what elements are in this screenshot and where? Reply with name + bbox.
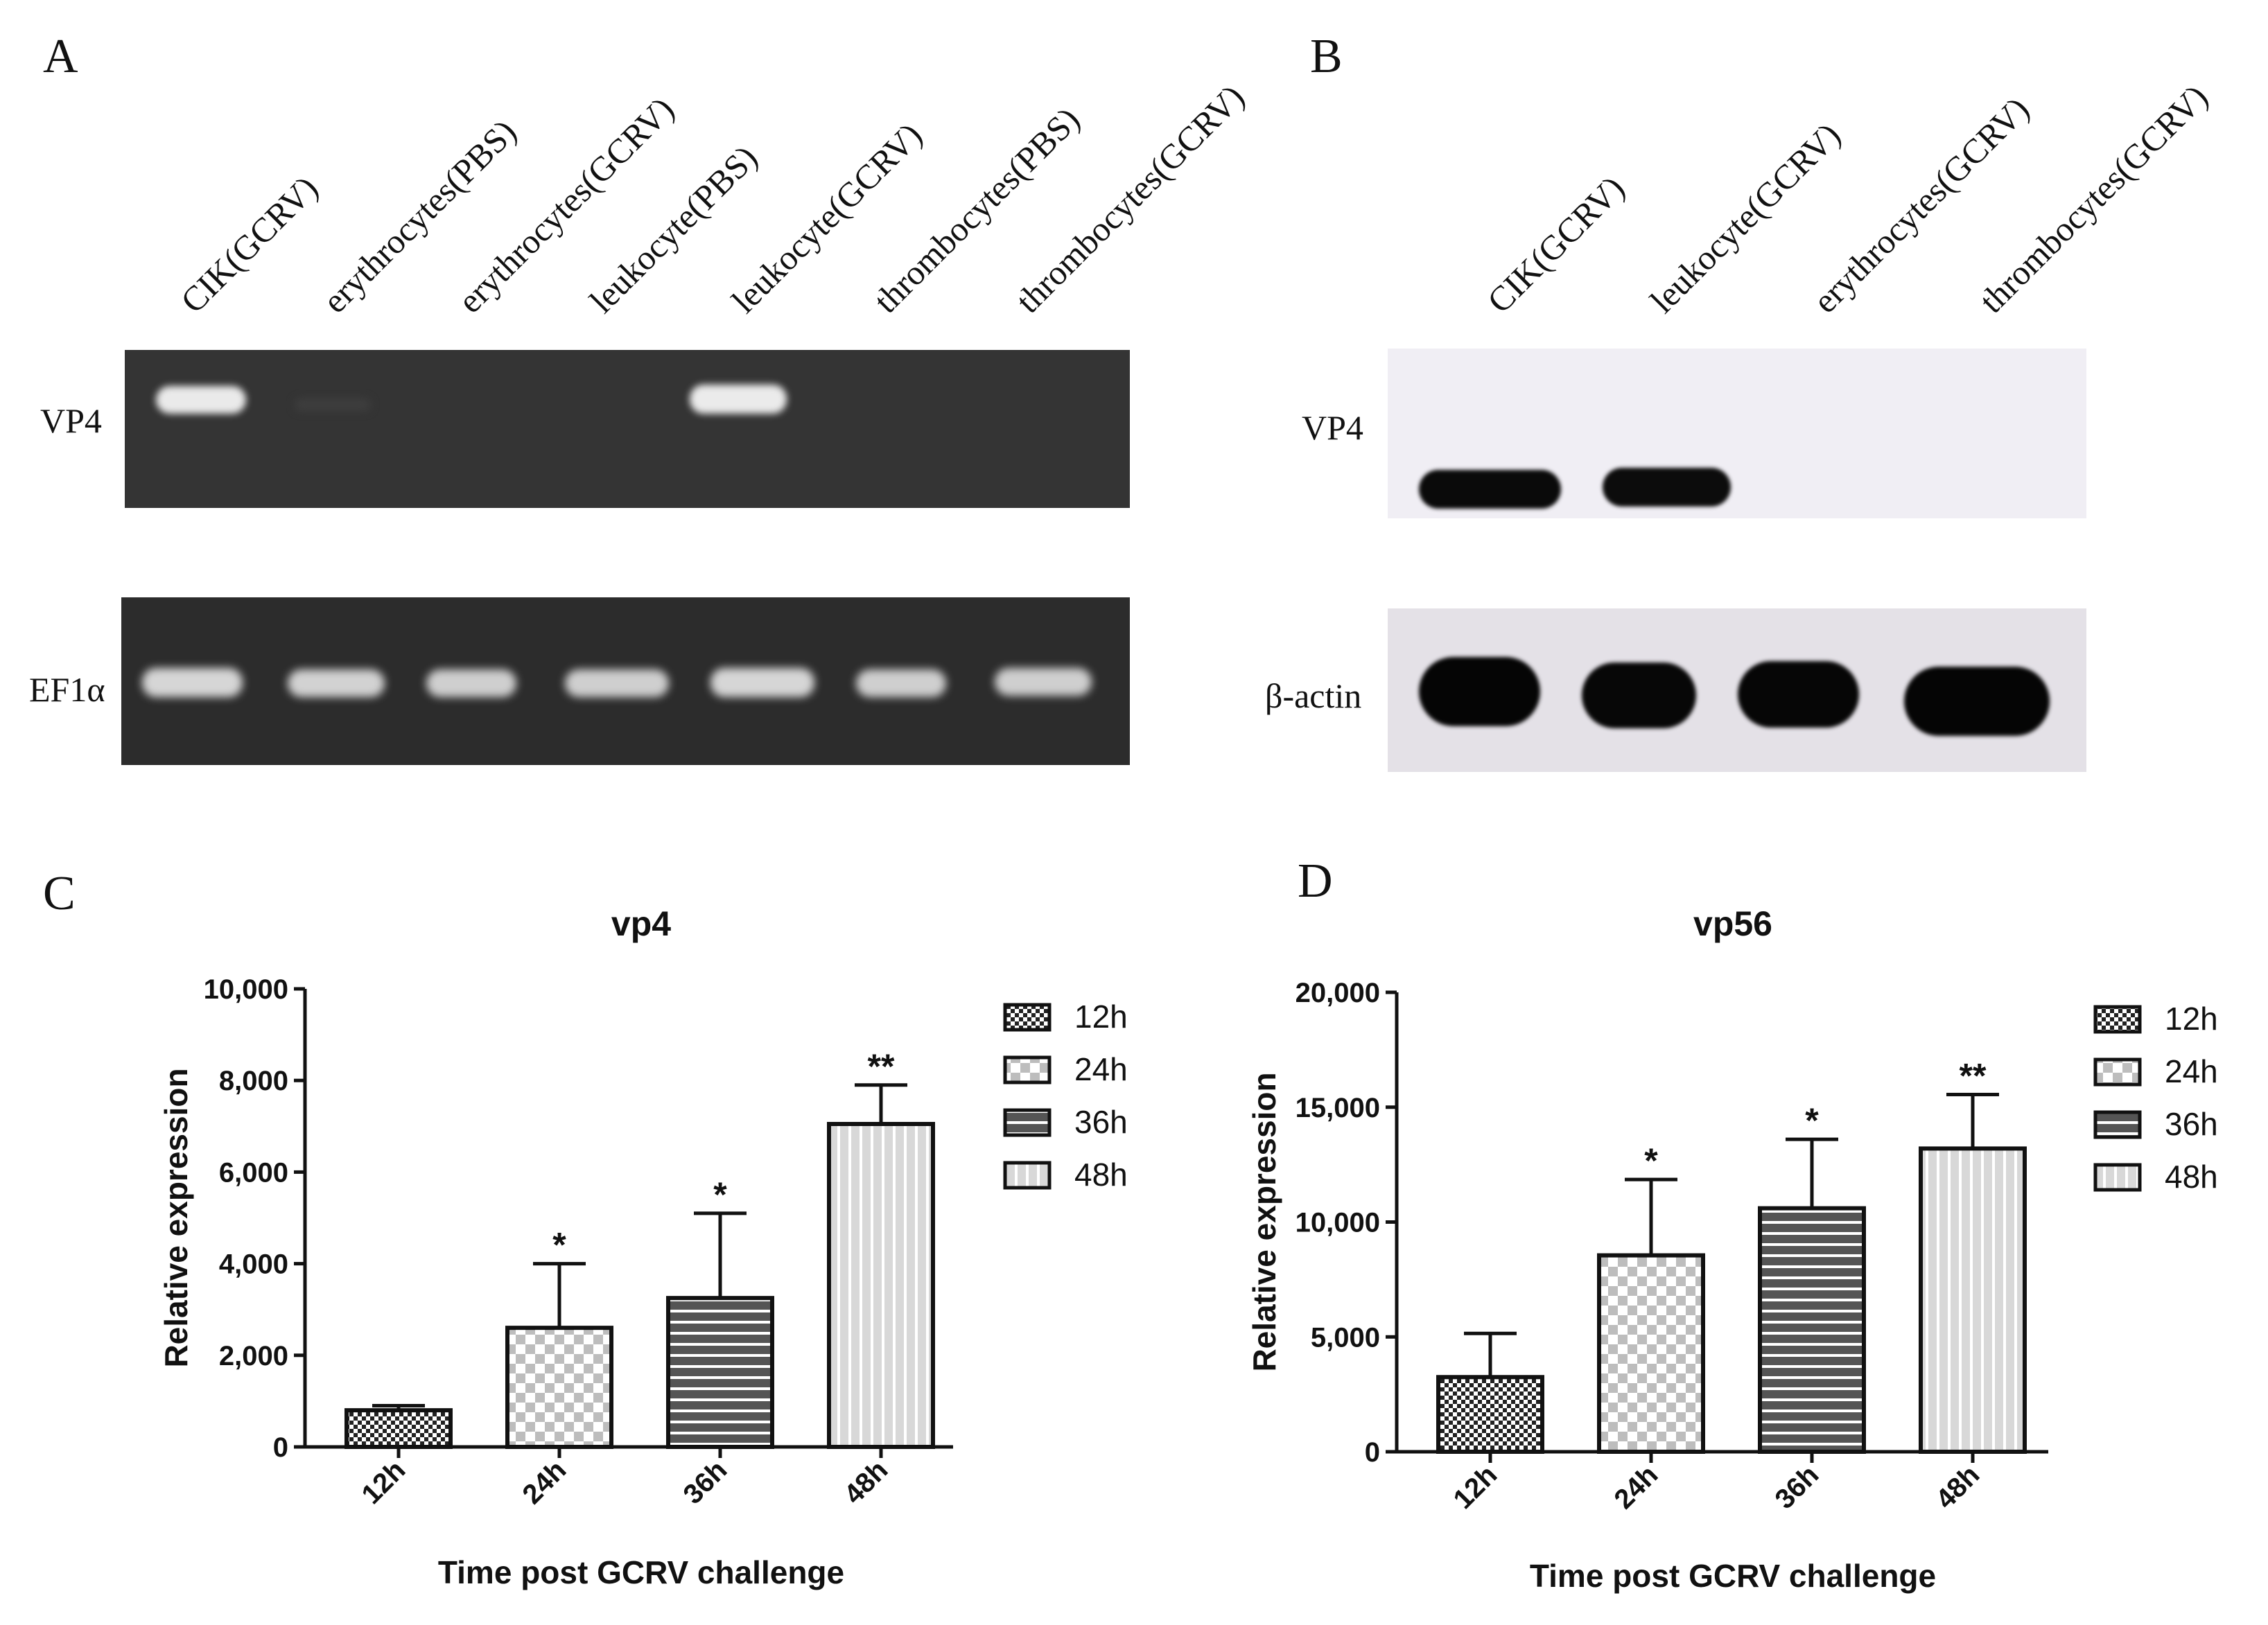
legend-swatch bbox=[1003, 1161, 1052, 1190]
y-tick-label: 4,000 bbox=[219, 1249, 288, 1280]
legend-swatch bbox=[2093, 1005, 2142, 1034]
y-tick-label: 10,000 bbox=[204, 974, 288, 1005]
blot-band bbox=[1738, 661, 1859, 728]
x-tick-label: 48h bbox=[1930, 1459, 1986, 1515]
y-tick-label: 20,000 bbox=[1296, 978, 1380, 1008]
chart-vp56: vp56 0 5,000 10,000 15,000 20,000 Relative exp… bbox=[1246, 904, 2218, 1594]
y-tick-label: 5,000 bbox=[1311, 1322, 1380, 1353]
legend-swatch bbox=[2093, 1110, 2142, 1139]
x-tick-label: 24h bbox=[517, 1455, 573, 1510]
legend-label: 48h bbox=[2165, 1159, 2218, 1195]
gel-band bbox=[295, 398, 371, 411]
y-tick-label: 2,000 bbox=[219, 1341, 288, 1371]
bar-36h bbox=[1758, 1206, 1866, 1454]
significance-marker: * bbox=[1644, 1141, 1658, 1180]
legend-label: 24h bbox=[1074, 1051, 1128, 1087]
blot-band bbox=[1904, 667, 2050, 736]
gel-band bbox=[565, 669, 669, 697]
blot-b-actin bbox=[1388, 608, 2086, 772]
legend-label: 12h bbox=[1074, 999, 1128, 1035]
gel-a-lane-label: CIK(GCRV) bbox=[173, 168, 326, 321]
blot-band bbox=[1603, 468, 1731, 507]
chart-title: vp56 bbox=[1693, 904, 1772, 943]
panel-letter-d: D bbox=[1298, 854, 1333, 908]
y-axis-label: Relative expression bbox=[1246, 1072, 1282, 1371]
chart-title: vp4 bbox=[611, 904, 671, 943]
bar-48h bbox=[827, 1121, 935, 1449]
legend-swatch bbox=[1003, 1108, 1052, 1137]
gel-band bbox=[288, 669, 385, 697]
x-tick-label: 24h bbox=[1609, 1459, 1664, 1515]
legend-label: 36h bbox=[1074, 1104, 1128, 1140]
x-tick-label: 12h bbox=[356, 1455, 412, 1510]
blot-b-vp4 bbox=[1388, 349, 2086, 518]
blot-b-lane-label: CIK(GCRV) bbox=[1479, 168, 1632, 321]
gel-band bbox=[426, 669, 516, 697]
significance-marker: * bbox=[552, 1226, 566, 1265]
significance-marker: ** bbox=[868, 1047, 895, 1086]
legend-label: 48h bbox=[1074, 1157, 1128, 1193]
gel-a-vp4 bbox=[125, 350, 1130, 508]
gel-a-row-label: EF1α bbox=[29, 670, 105, 709]
gel-a-ef1a bbox=[121, 597, 1130, 765]
significance-marker: * bbox=[713, 1175, 727, 1214]
legend-swatch bbox=[2093, 1057, 2142, 1087]
bar-48h bbox=[1919, 1146, 2027, 1454]
legend-swatch bbox=[1003, 1003, 1052, 1032]
x-tick-label: 12h bbox=[1448, 1459, 1503, 1515]
y-tick-label: 10,000 bbox=[1296, 1208, 1380, 1238]
gel-band bbox=[856, 669, 946, 697]
bar-36h bbox=[666, 1296, 774, 1449]
significance-marker: * bbox=[1805, 1101, 1819, 1140]
x-axis-label: Time post GCRV challenge bbox=[1530, 1558, 1936, 1594]
legend-swatch bbox=[1003, 1055, 1052, 1084]
blot-band bbox=[1419, 657, 1540, 726]
blot-band bbox=[1419, 470, 1561, 509]
blot-b-row-label: VP4 bbox=[1302, 408, 1363, 447]
y-axis-label: Relative expression bbox=[158, 1068, 194, 1367]
blot-b-row-label: β-actin bbox=[1265, 676, 1362, 715]
gel-band bbox=[995, 668, 1092, 696]
blot-band bbox=[1582, 662, 1696, 728]
panel-letter-c: C bbox=[43, 867, 76, 920]
x-axis-label: Time post GCRV challenge bbox=[438, 1554, 844, 1590]
gel-band bbox=[710, 668, 814, 697]
legend-label: 24h bbox=[2165, 1053, 2218, 1089]
bar-24h bbox=[1597, 1253, 1705, 1454]
bar-24h bbox=[505, 1326, 613, 1450]
legend-swatch bbox=[2093, 1163, 2142, 1192]
gel-band bbox=[690, 385, 787, 414]
gel-band bbox=[156, 386, 246, 414]
x-tick-label: 36h bbox=[678, 1455, 733, 1510]
y-tick-label: 0 bbox=[273, 1432, 288, 1463]
x-tick-label: 48h bbox=[839, 1455, 894, 1510]
chart-vp4: vp4 0 2,000 4,000 6,000 8,000 10,000 Relative e… bbox=[158, 904, 1128, 1590]
x-tick-label: 36h bbox=[1770, 1459, 1825, 1515]
gel-a-row-label: VP4 bbox=[40, 401, 102, 440]
panel-letter-b: B bbox=[1310, 30, 1343, 83]
significance-marker: ** bbox=[1960, 1057, 1987, 1096]
y-tick-label: 15,000 bbox=[1296, 1093, 1380, 1123]
y-tick-label: 6,000 bbox=[219, 1157, 288, 1188]
y-tick-label: 8,000 bbox=[219, 1066, 288, 1096]
y-tick-label: 0 bbox=[1365, 1437, 1380, 1468]
legend-label: 12h bbox=[2165, 1001, 2218, 1037]
bar-12h bbox=[1436, 1375, 1544, 1455]
panel-letter-a: A bbox=[43, 30, 78, 83]
gel-band bbox=[142, 668, 243, 697]
bar-12h bbox=[344, 1408, 453, 1449]
legend-label: 36h bbox=[2165, 1106, 2218, 1142]
